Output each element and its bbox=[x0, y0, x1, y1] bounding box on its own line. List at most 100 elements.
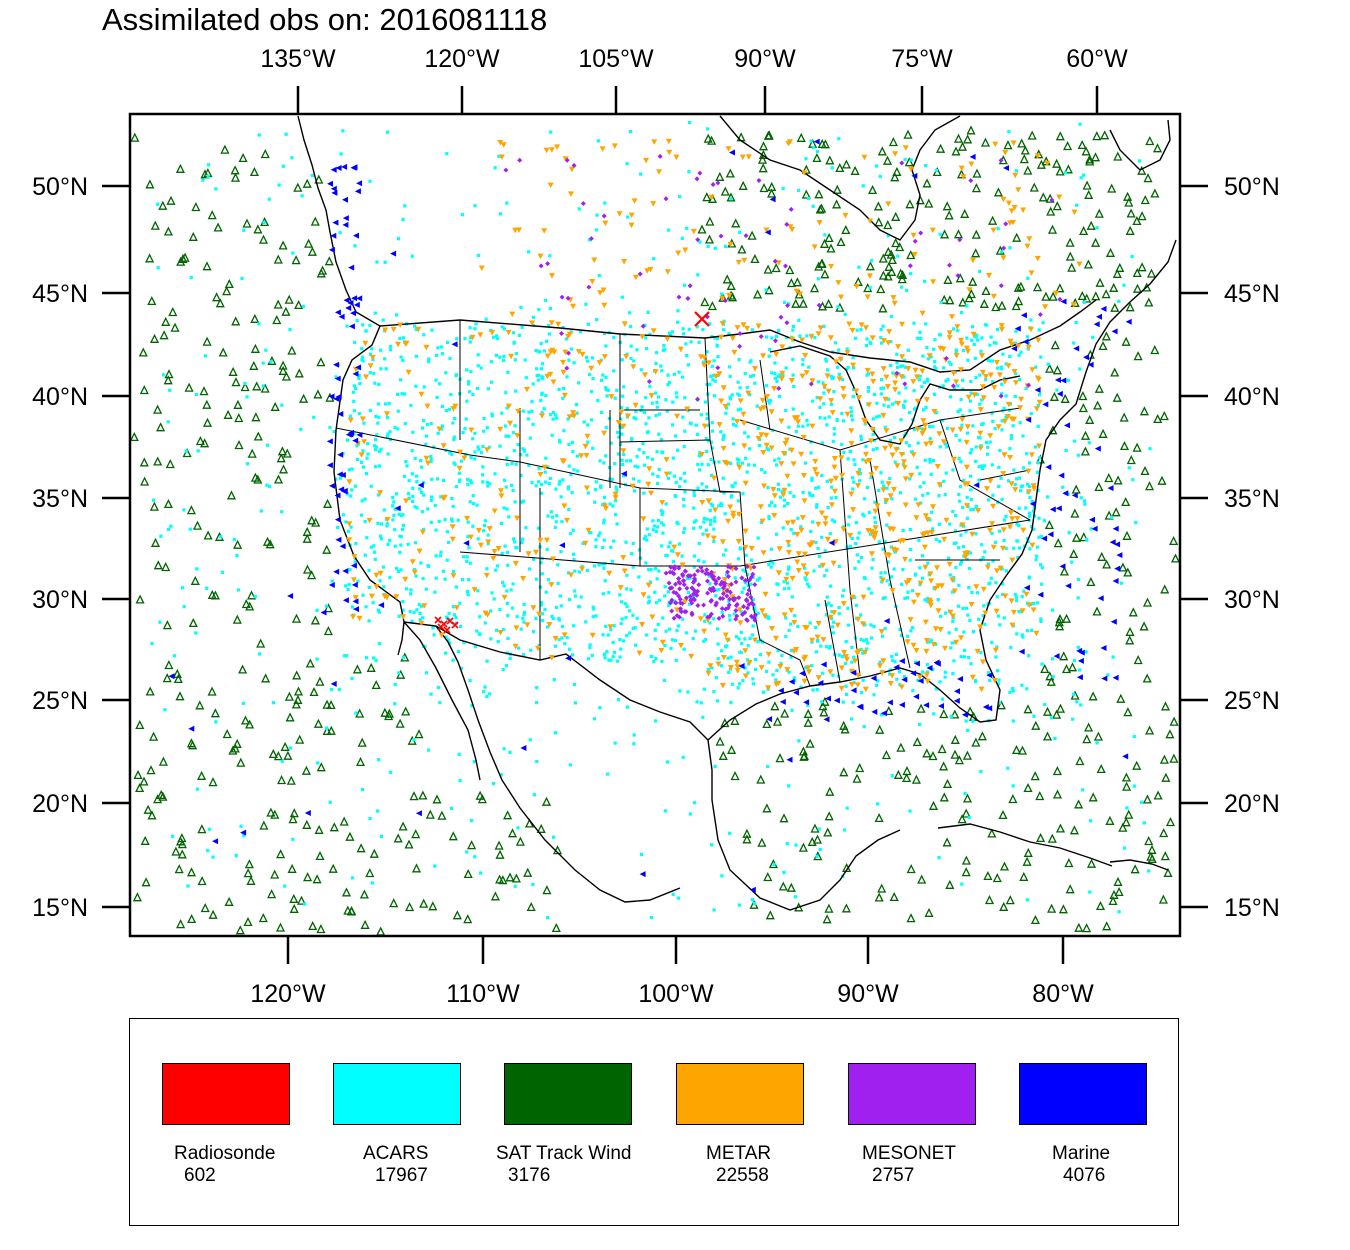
acars-marker bbox=[980, 543, 984, 547]
acars-marker bbox=[999, 476, 1003, 480]
acars-marker bbox=[206, 849, 210, 853]
marine-marker bbox=[355, 364, 362, 371]
metar-marker bbox=[377, 570, 384, 577]
acars-marker bbox=[560, 624, 565, 629]
acars-marker bbox=[674, 391, 678, 395]
metar-marker bbox=[601, 354, 608, 360]
mesonet-marker bbox=[733, 616, 739, 622]
mesonet-marker bbox=[704, 567, 710, 573]
acars-marker bbox=[409, 403, 413, 407]
acars-marker bbox=[1088, 890, 1092, 894]
acars-marker bbox=[962, 648, 967, 652]
mesonet-marker bbox=[753, 612, 758, 618]
acars-marker bbox=[534, 349, 538, 353]
metar-marker bbox=[568, 572, 574, 578]
acars-marker bbox=[540, 411, 544, 415]
acars-marker bbox=[354, 386, 358, 390]
acars-marker bbox=[1000, 419, 1004, 423]
acars-marker bbox=[1007, 479, 1011, 483]
sat-wind-marker bbox=[329, 822, 339, 832]
sat-wind-marker bbox=[355, 756, 366, 767]
acars-marker bbox=[1119, 581, 1123, 585]
acars-marker bbox=[803, 566, 807, 570]
acars-marker bbox=[781, 187, 785, 191]
acars-marker bbox=[336, 525, 340, 529]
mesonet-marker bbox=[727, 589, 733, 595]
acars-marker bbox=[792, 384, 796, 389]
acars-marker bbox=[900, 582, 904, 586]
metar-marker bbox=[369, 354, 376, 361]
acars-marker bbox=[1022, 589, 1026, 593]
acars-marker bbox=[347, 468, 351, 472]
acars-marker bbox=[399, 568, 403, 572]
acars-marker bbox=[770, 371, 774, 375]
sat-wind-marker bbox=[283, 750, 293, 760]
acars-marker bbox=[544, 393, 548, 398]
acars-marker bbox=[793, 679, 797, 683]
mesonet-marker bbox=[998, 157, 1004, 163]
marine-marker bbox=[1093, 321, 1100, 328]
metar-marker bbox=[741, 257, 748, 264]
metar-marker bbox=[552, 636, 559, 642]
acars-marker bbox=[984, 440, 989, 445]
acars-marker bbox=[886, 560, 890, 564]
acars-marker bbox=[357, 374, 361, 378]
acars-marker bbox=[604, 344, 608, 348]
mesonet-marker bbox=[673, 581, 678, 587]
metar-marker bbox=[498, 154, 505, 160]
acars-marker bbox=[844, 684, 848, 688]
acars-marker bbox=[703, 619, 707, 623]
acars-marker bbox=[737, 637, 741, 641]
metar-marker bbox=[537, 253, 544, 260]
acars-marker bbox=[487, 445, 491, 449]
acars-marker bbox=[811, 399, 815, 403]
acars-marker bbox=[1013, 341, 1018, 345]
acars-marker bbox=[958, 485, 962, 489]
acars-marker bbox=[932, 347, 936, 351]
acars-marker bbox=[477, 632, 481, 636]
metar-marker bbox=[1025, 468, 1032, 475]
sat-wind-marker bbox=[1140, 465, 1150, 476]
metar-marker bbox=[497, 426, 504, 433]
marine-marker bbox=[820, 661, 827, 668]
sat-wind-marker bbox=[178, 253, 188, 263]
acars-marker bbox=[967, 816, 971, 820]
marine-marker bbox=[1096, 313, 1102, 320]
acars-marker bbox=[948, 573, 952, 577]
acars-marker bbox=[699, 701, 703, 705]
marine-marker bbox=[333, 361, 340, 368]
sat-wind-marker bbox=[824, 298, 834, 308]
acars-marker bbox=[724, 548, 728, 552]
sat-wind-marker bbox=[873, 201, 883, 211]
acars-marker bbox=[494, 353, 498, 357]
metar-marker bbox=[560, 369, 567, 376]
acars-marker bbox=[987, 498, 991, 502]
acars-marker bbox=[1012, 468, 1016, 472]
acars-marker bbox=[528, 436, 532, 440]
acars-marker bbox=[862, 639, 866, 643]
acars-marker bbox=[824, 645, 829, 649]
acars-marker bbox=[539, 561, 543, 565]
acars-marker bbox=[1026, 483, 1030, 487]
metar-marker bbox=[920, 418, 927, 424]
acars-marker bbox=[777, 395, 782, 399]
acars-marker bbox=[543, 470, 547, 474]
acars-marker bbox=[974, 504, 978, 509]
marine-marker bbox=[1045, 464, 1052, 471]
metar-marker bbox=[1033, 406, 1040, 412]
acars-marker bbox=[982, 604, 986, 608]
acars-marker bbox=[681, 327, 685, 331]
metar-marker bbox=[932, 626, 939, 632]
acars-marker bbox=[730, 682, 735, 686]
metar-marker bbox=[844, 350, 851, 356]
acars-marker bbox=[634, 417, 638, 421]
acars-marker bbox=[589, 390, 594, 394]
acars-marker bbox=[554, 605, 559, 609]
acars-marker bbox=[808, 493, 812, 497]
metar-marker bbox=[868, 551, 875, 557]
sat-wind-marker bbox=[819, 238, 830, 248]
acars-marker bbox=[288, 327, 292, 331]
acars-marker bbox=[784, 408, 788, 412]
acars-marker bbox=[937, 855, 941, 860]
metar-marker bbox=[889, 588, 896, 594]
